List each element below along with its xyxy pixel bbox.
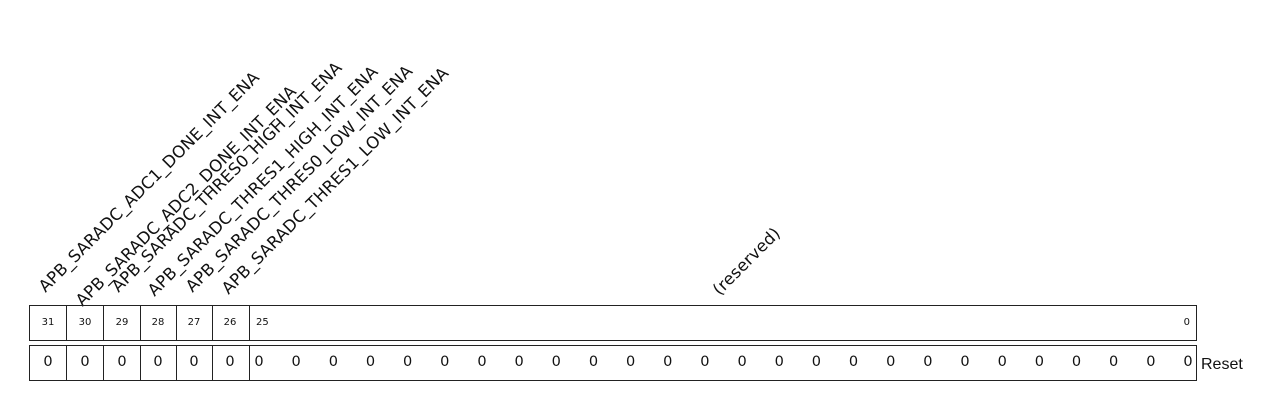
bit-separator — [140, 346, 141, 380]
reset-value-bit-24: 0 — [291, 354, 301, 370]
reset-value-bit-1: 0 — [1146, 354, 1156, 370]
bit-separator — [249, 346, 250, 380]
reset-value-bit-11: 0 — [774, 354, 784, 370]
reset-value-bit-29: 0 — [117, 354, 127, 370]
bit-separator — [103, 306, 104, 340]
reset-value-bit-21: 0 — [403, 354, 413, 370]
reset-value-bit-30: 0 — [80, 354, 90, 370]
bit-number-27: 27 — [187, 317, 201, 328]
bit-separator — [103, 346, 104, 380]
bit-separator — [212, 306, 213, 340]
reset-value-bit-20: 0 — [440, 354, 450, 370]
reset-value-bit-26: 0 — [225, 354, 235, 370]
reset-value-bit-8: 0 — [886, 354, 896, 370]
reset-value-bit-7: 0 — [923, 354, 933, 370]
reset-value-bit-5: 0 — [997, 354, 1007, 370]
reset-value-bit-31: 0 — [43, 354, 53, 370]
reset-value-bit-22: 0 — [365, 354, 376, 370]
bit-number-29: 29 — [115, 317, 129, 328]
reset-value-bit-28: 0 — [153, 354, 163, 370]
bit-number-row: 31 30 29 28 27 26 25 0 — [29, 305, 1197, 341]
reset-value-bit-15: 0 — [625, 354, 636, 370]
reset-value-bit-2: 0 — [1109, 354, 1119, 370]
reset-value-bit-16: 0 — [588, 354, 599, 370]
bit-separator — [66, 306, 67, 340]
bit-separator — [176, 306, 177, 340]
reset-value-bit-4: 0 — [1034, 354, 1044, 370]
reset-value-bit-12: 0 — [737, 354, 747, 370]
bit-separator — [140, 306, 141, 340]
bit-separator — [176, 346, 177, 380]
reset-value-row: 0 0 0 0 0 0 0 0 0 0 0 0 0 0 0 0 0 0 0 0 0 0 0 0 0 0 0 0 0 0 0 0 — [29, 345, 1197, 381]
field-label-adc2-done-int-ena: APB_SARADC_ADC2_DONE_INT_ENA — [71, 81, 301, 310]
bit-separator — [212, 346, 213, 380]
bit-number-28: 28 — [151, 317, 165, 328]
bit-number-25: 25 — [256, 317, 269, 328]
reset-value-bit-3: 0 — [1071, 354, 1082, 370]
reset-value-bit-19: 0 — [477, 354, 487, 370]
reset-value-bit-17: 0 — [551, 354, 561, 370]
reset-value-bit-14: 0 — [663, 354, 673, 370]
reset-value-bit-9: 0 — [848, 354, 859, 370]
reset-value-bit-27: 0 — [189, 354, 199, 370]
reset-value-bit-0: 0 — [1183, 354, 1193, 370]
reset-value-bit-25: 0 — [254, 354, 264, 370]
reset-value-bit-13: 0 — [700, 354, 710, 370]
bit-separator — [66, 346, 67, 380]
field-label-reserved: (reserved) — [708, 223, 785, 299]
bit-separator — [249, 306, 250, 340]
reset-value-bit-10: 0 — [811, 354, 822, 370]
reset-label: Reset — [1201, 356, 1243, 373]
bit-number-0: 0 — [1183, 317, 1190, 328]
bit-number-30: 30 — [78, 317, 92, 328]
bit-number-26: 26 — [223, 317, 237, 328]
reset-value-bit-6: 0 — [960, 354, 970, 370]
reset-value-bit-18: 0 — [514, 354, 524, 370]
bit-number-31: 31 — [41, 317, 55, 328]
reset-value-bit-23: 0 — [328, 354, 338, 370]
